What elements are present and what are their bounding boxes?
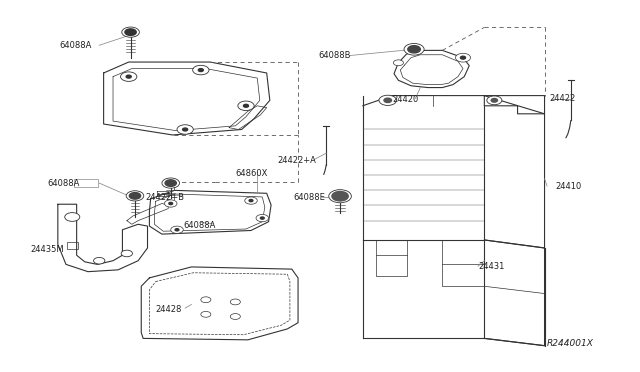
Bar	[74, 179, 98, 187]
Circle shape	[332, 192, 348, 201]
Text: 24422+B: 24422+B	[146, 193, 184, 202]
Text: 64088E: 64088E	[294, 193, 326, 202]
Circle shape	[404, 44, 424, 55]
Circle shape	[461, 56, 465, 59]
Circle shape	[65, 213, 80, 221]
Circle shape	[169, 202, 173, 205]
Circle shape	[121, 250, 132, 257]
Circle shape	[238, 101, 254, 110]
Circle shape	[408, 46, 420, 53]
Circle shape	[456, 53, 470, 62]
Text: 64088A: 64088A	[48, 179, 80, 187]
Circle shape	[230, 299, 241, 305]
Text: 64088A: 64088A	[60, 41, 92, 50]
Circle shape	[244, 197, 257, 204]
Text: 24428: 24428	[156, 305, 182, 314]
Circle shape	[125, 29, 136, 35]
Text: 24422+A: 24422+A	[277, 156, 316, 165]
Circle shape	[122, 27, 140, 37]
Circle shape	[182, 128, 188, 131]
Circle shape	[177, 125, 193, 134]
Circle shape	[93, 257, 105, 264]
Circle shape	[129, 193, 141, 199]
Text: 64860X: 64860X	[236, 169, 268, 178]
Text: 64088A: 64088A	[183, 221, 216, 230]
Circle shape	[243, 104, 248, 107]
Circle shape	[126, 191, 144, 201]
Text: 24410: 24410	[556, 182, 582, 191]
Circle shape	[379, 95, 397, 105]
Circle shape	[120, 72, 137, 81]
Circle shape	[162, 178, 179, 188]
Circle shape	[394, 60, 403, 66]
Circle shape	[256, 214, 269, 222]
Circle shape	[260, 217, 264, 219]
Circle shape	[171, 226, 183, 233]
Text: 24422: 24422	[549, 94, 575, 103]
Circle shape	[329, 190, 351, 203]
Circle shape	[249, 199, 253, 202]
Circle shape	[198, 68, 204, 71]
Text: 24435M: 24435M	[30, 245, 64, 254]
Circle shape	[492, 99, 497, 102]
Text: 64088B: 64088B	[319, 51, 351, 60]
Circle shape	[201, 311, 211, 317]
Text: R244001X: R244001X	[547, 339, 594, 348]
Circle shape	[487, 96, 502, 105]
Circle shape	[165, 180, 177, 186]
Circle shape	[384, 98, 392, 103]
Bar	[67, 242, 78, 249]
Circle shape	[193, 65, 209, 75]
Circle shape	[126, 75, 131, 78]
Circle shape	[175, 229, 179, 231]
Circle shape	[201, 297, 211, 303]
Circle shape	[230, 314, 241, 320]
Circle shape	[164, 200, 177, 207]
Text: 24420: 24420	[392, 95, 419, 104]
Text: 24431: 24431	[478, 262, 504, 272]
